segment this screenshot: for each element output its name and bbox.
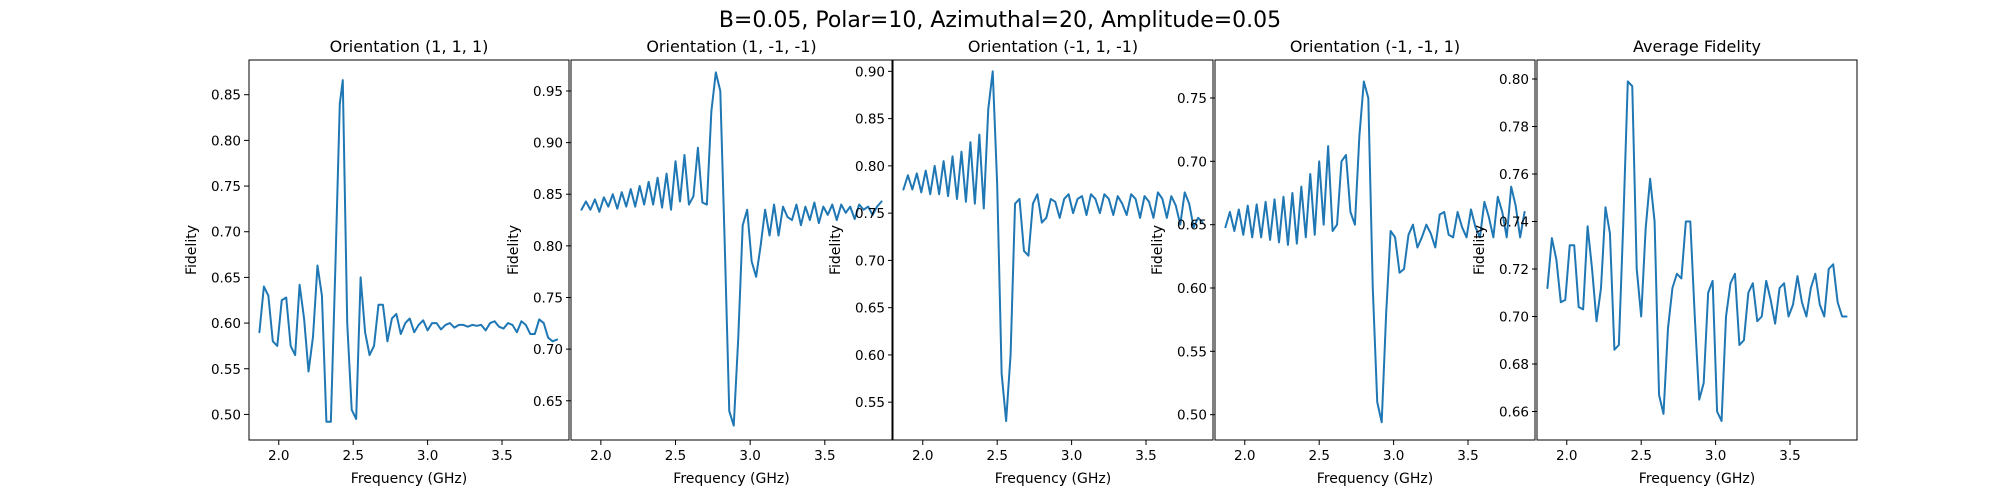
x-tick-label: 2.0	[590, 448, 611, 464]
y-tick-label: 0.65	[1177, 218, 1207, 234]
y-axis-label: Fidelity	[506, 225, 522, 275]
y-tick-label: 0.85	[211, 88, 241, 104]
y-tick-label: 0.70	[855, 253, 885, 269]
y-tick-label: 0.85	[533, 187, 563, 203]
y-tick-label: 0.95	[533, 84, 563, 100]
axes-frame	[1214, 59, 1536, 441]
y-tick-label: 0.76	[1499, 167, 1529, 183]
y-tick-label: 0.70	[211, 225, 241, 241]
subplots: 2.0 2.5 3.0 3.5 0.50 0.55 0.60 0.65 0.70 0.75 0.80…	[184, 37, 1858, 487]
y-tick-label: 0.65	[211, 270, 241, 286]
y-tick-label: 0.80	[211, 133, 241, 149]
fidelity-line	[1224, 80, 1526, 424]
y-tick-label: 0.50	[1177, 408, 1207, 424]
y-tick-label: 0.75	[533, 291, 563, 307]
y-tick-label: 0.60	[855, 348, 885, 364]
y-tick-label: 0.70	[1499, 310, 1529, 326]
subplot-title: Average Fidelity	[1633, 37, 1761, 56]
fidelity-line	[258, 79, 559, 423]
y-tick-label: 0.72	[1499, 262, 1529, 278]
x-tick-label: 3.5	[491, 448, 512, 464]
axes-frame	[1536, 59, 1858, 441]
y-axis-label: Fidelity	[828, 225, 844, 275]
x-tick-label: 3.5	[814, 448, 835, 464]
subplot-title: Orientation (-1, 1, -1)	[968, 37, 1138, 56]
x-tick-label: 2.5	[1308, 448, 1329, 464]
y-axis-label: Fidelity	[1150, 225, 1166, 275]
y-tick-label: 0.55	[1177, 344, 1207, 360]
x-axis-label: Frequency (GHz)	[995, 471, 1111, 487]
x-tick-label: 2.5	[1630, 448, 1651, 464]
x-tick-label: 3.0	[1383, 448, 1404, 464]
y-tick-label: 0.55	[211, 362, 241, 378]
x-tick-label: 3.0	[739, 448, 760, 464]
fidelity-line	[902, 70, 1204, 423]
y-tick-label: 0.78	[1499, 120, 1529, 136]
y-tick-label: 0.60	[1177, 281, 1207, 297]
x-tick-label: 3.0	[1061, 448, 1082, 464]
y-tick-label: 0.65	[855, 301, 885, 317]
subplot-1: 2.0 2.5 3.0 3.5 0.50 0.55 0.60 0.65 0.70 0.75 0.80…	[184, 37, 570, 487]
y-tick-label: 0.80	[533, 239, 563, 255]
y-tick-label: 0.74	[1499, 215, 1529, 231]
y-tick-label: 0.85	[855, 112, 885, 128]
x-tick-label: 2.5	[665, 448, 686, 464]
subplot-title: Orientation (-1, -1, 1)	[1290, 37, 1460, 56]
y-tick-label: 0.50	[211, 407, 241, 423]
subplot-title: Orientation (1, 1, 1)	[330, 37, 489, 56]
y-tick-label: 0.75	[1177, 91, 1207, 107]
x-tick-label: 2.5	[342, 448, 363, 464]
x-tick-label: 3.5	[1457, 448, 1478, 464]
subplot-2: 2.0 2.5 3.0 3.5 0.65 0.70 0.75 0.80 0.85 0.90 0.95…	[506, 37, 893, 487]
subplot-title: Orientation (1, -1, -1)	[646, 37, 816, 56]
y-tick-label: 0.65	[533, 394, 563, 410]
y-tick-label: 0.68	[1499, 357, 1529, 373]
x-tick-label: 2.0	[268, 448, 289, 464]
subplot-5: 2.0 2.5 3.0 3.5 0.66 0.68 0.70 0.72 0.74 0.76 0.78…	[1472, 37, 1858, 487]
x-axis-label: Frequency (GHz)	[1317, 471, 1433, 487]
y-tick-label: 0.80	[1499, 72, 1529, 88]
x-axis-label: Frequency (GHz)	[351, 471, 467, 487]
x-tick-label: 3.0	[417, 448, 438, 464]
subplot-3: 2.0 2.5 3.0 3.5 0.55 0.60 0.65 0.70 0.75 0.80 0.85…	[828, 37, 1214, 487]
x-tick-label: 3.0	[1705, 448, 1726, 464]
x-axis-label: Frequency (GHz)	[1639, 471, 1755, 487]
axes-frame	[570, 59, 893, 441]
figure-suptitle: B=0.05, Polar=10, Azimuthal=20, Amplitud…	[719, 8, 1281, 33]
y-tick-label: 0.90	[855, 64, 885, 80]
y-tick-label: 0.90	[533, 136, 563, 152]
y-tick-label: 0.66	[1499, 405, 1529, 421]
y-tick-label: 0.70	[533, 342, 563, 358]
y-tick-label: 0.80	[855, 159, 885, 175]
y-tick-label: 0.75	[855, 206, 885, 222]
y-tick-label: 0.70	[1177, 154, 1207, 170]
x-tick-label: 2.0	[1234, 448, 1255, 464]
fidelity-line	[580, 71, 883, 427]
y-axis-label: Fidelity	[1472, 225, 1488, 275]
axes-frame	[892, 59, 1214, 441]
x-tick-label: 3.5	[1135, 448, 1156, 464]
x-axis-label: Frequency (GHz)	[673, 471, 789, 487]
x-tick-label: 2.0	[912, 448, 933, 464]
x-tick-label: 3.5	[1779, 448, 1800, 464]
fidelity-line	[1546, 80, 1848, 422]
y-tick-label: 0.75	[211, 179, 241, 195]
y-tick-label: 0.60	[211, 316, 241, 332]
x-tick-label: 2.0	[1556, 448, 1577, 464]
axes-frame	[248, 59, 570, 441]
y-axis-label: Fidelity	[184, 225, 200, 275]
subplot-4: 2.0 2.5 3.0 3.5 0.50 0.55 0.60 0.65 0.70 0.75 Orie…	[1150, 37, 1536, 487]
y-tick-label: 0.55	[855, 395, 885, 411]
x-tick-label: 2.5	[986, 448, 1007, 464]
